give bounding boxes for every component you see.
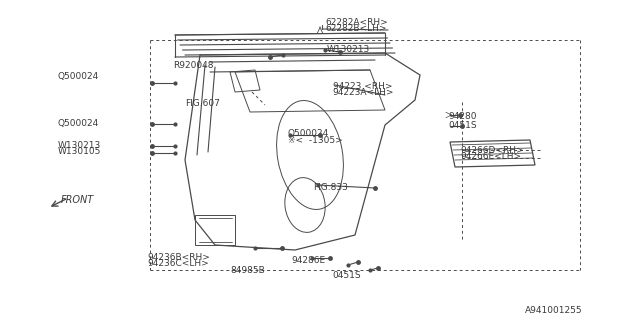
Text: 62282B<LH>: 62282B<LH> (325, 24, 387, 33)
Text: FIG.833: FIG.833 (314, 183, 348, 192)
Text: Q500024: Q500024 (58, 72, 99, 81)
Text: 94236B<RH>: 94236B<RH> (147, 253, 210, 262)
Text: W130213: W130213 (58, 141, 101, 150)
Text: 84985B: 84985B (230, 266, 265, 275)
Text: 94223A<LH>: 94223A<LH> (333, 88, 394, 97)
Text: Q500024: Q500024 (288, 129, 329, 138)
Text: 94223 <RH>: 94223 <RH> (333, 82, 392, 91)
Text: W130213: W130213 (326, 45, 370, 54)
Text: 0451S: 0451S (333, 271, 362, 280)
Text: 94280: 94280 (448, 112, 477, 121)
Text: 62282A<RH>: 62282A<RH> (325, 18, 388, 27)
Text: A941001255: A941001255 (525, 306, 582, 315)
Text: FIG.607: FIG.607 (186, 100, 220, 108)
Text: W130105: W130105 (58, 148, 101, 156)
Text: Q500024: Q500024 (58, 119, 99, 128)
Text: 94286E: 94286E (291, 256, 325, 265)
Text: 94266E<LH>: 94266E<LH> (461, 152, 522, 161)
Text: 0451S: 0451S (448, 121, 477, 130)
Text: ※<  -1305>: ※< -1305> (288, 136, 343, 145)
Text: R920048: R920048 (173, 61, 213, 70)
Text: FRONT: FRONT (61, 195, 94, 205)
Text: 94236C<LH>: 94236C<LH> (147, 260, 209, 268)
Text: 94266D<RH>: 94266D<RH> (461, 146, 524, 155)
